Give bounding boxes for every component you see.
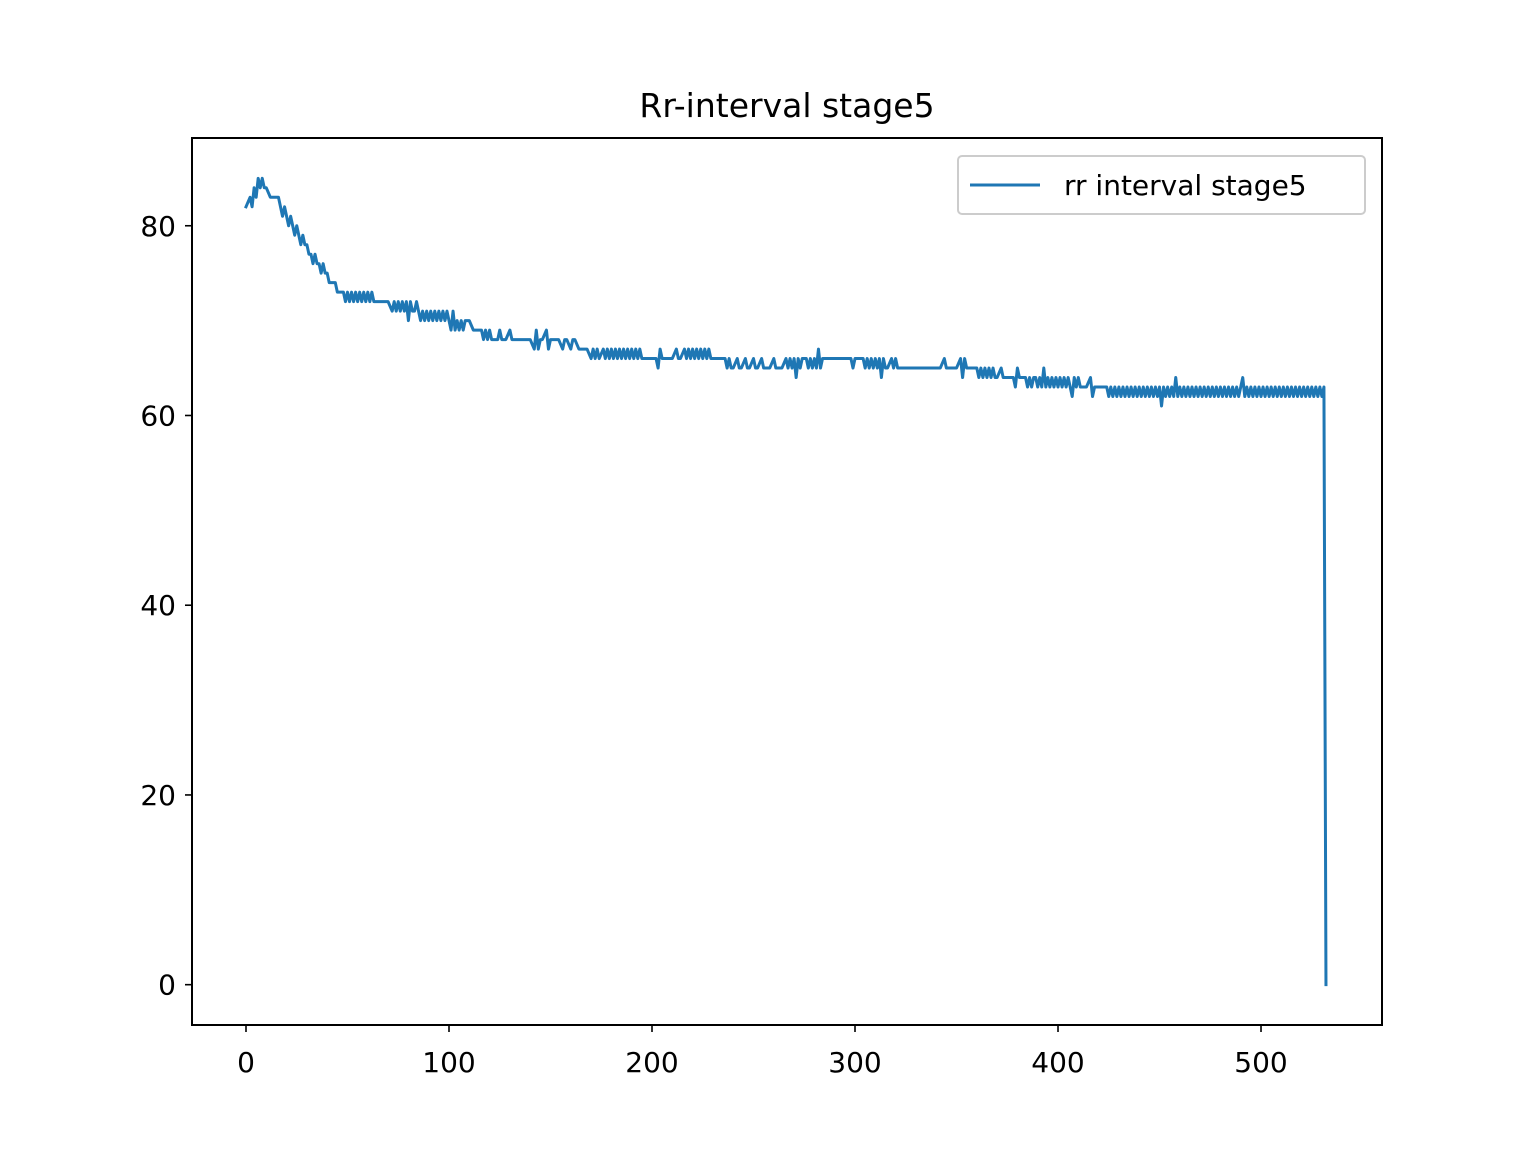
plot-area: 0 100 200 300 400 500 0 20 40 60 80 rr interval sta…: [140, 137, 1383, 1079]
y-tick-label: 20: [140, 779, 176, 812]
y-tick-label: 80: [140, 210, 176, 243]
x-tick-label: 500: [1234, 1046, 1287, 1079]
y-tick-label: 0: [158, 969, 176, 1002]
legend-box: [957, 155, 1366, 215]
x-tick-label: 0: [237, 1046, 255, 1079]
x-tick-label: 300: [828, 1046, 881, 1079]
chart-title: Rr-interval stage5: [639, 86, 934, 125]
series-line-0: [244, 176, 1328, 987]
axes-frame: [191, 137, 1383, 1026]
y-tick-label: 60: [140, 399, 176, 432]
y-tick-label: 40: [140, 589, 176, 622]
x-tick-label: 200: [625, 1046, 678, 1079]
x-tick-label: 400: [1031, 1046, 1084, 1079]
legend-label: rr interval stage5: [1064, 169, 1307, 202]
x-tick-label: 100: [422, 1046, 475, 1079]
